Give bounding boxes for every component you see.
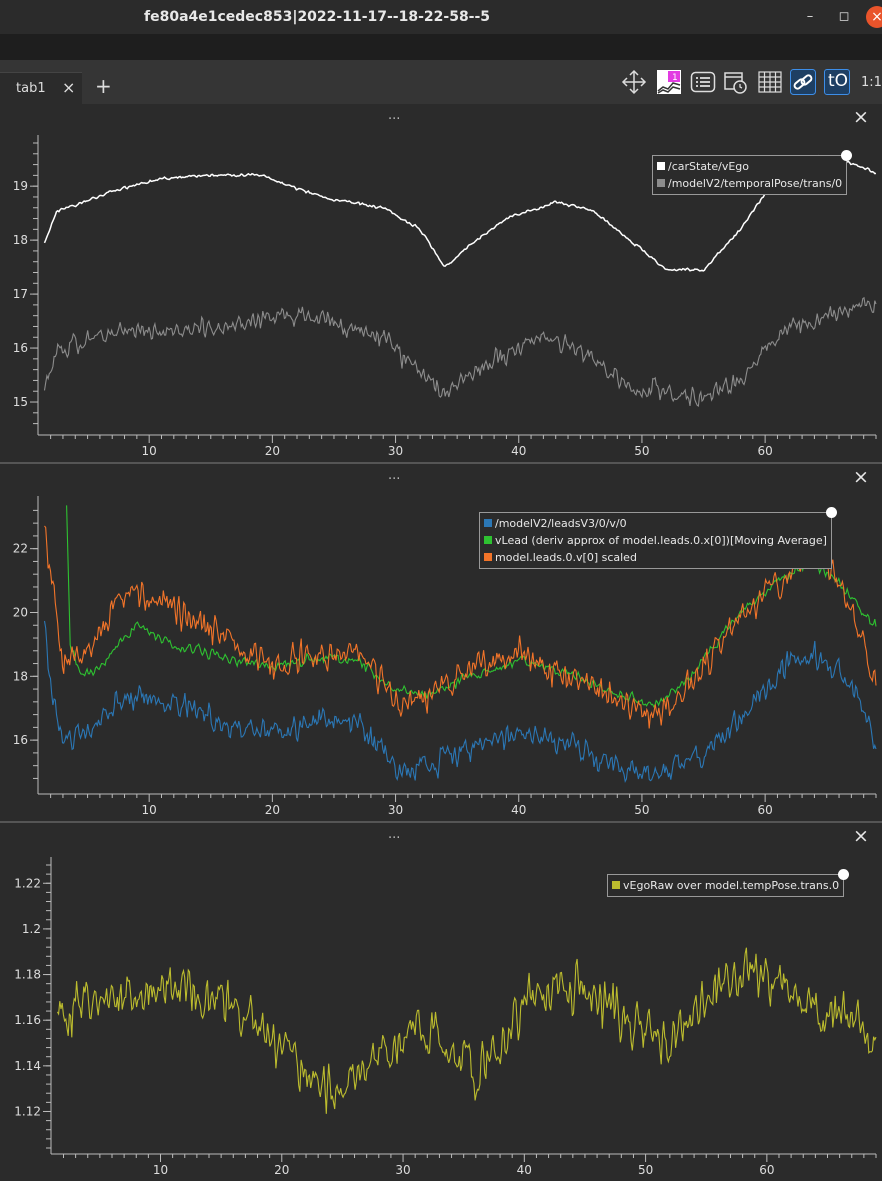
minimize-button[interactable]: – bbox=[806, 9, 814, 24]
plot-separator[interactable] bbox=[0, 821, 882, 823]
legend-swatch bbox=[484, 519, 492, 527]
svg-text:1: 1 bbox=[672, 73, 678, 83]
x-tick-label: 20 bbox=[265, 803, 280, 817]
legend-drag-handle[interactable] bbox=[838, 869, 850, 880]
x-tick-label: 40 bbox=[517, 1163, 532, 1177]
plot-panel-1[interactable]: 10 20 30 40 50 60 15 16 17 18 19 ... × /carState/v… bbox=[0, 104, 882, 462]
time-origin-icon[interactable]: tO bbox=[824, 69, 850, 95]
plot-close-icon[interactable]: × bbox=[853, 106, 869, 128]
tab-label: tab1 bbox=[16, 81, 46, 96]
plot-canvas-3[interactable]: 10 20 30 40 50 60 1.12 1.14 1.16 1.18 1.2 1.22 bbox=[0, 823, 882, 1181]
tab-bar: tab1 × + 1 bbox=[0, 60, 882, 105]
maximize-button[interactable]: ◻ bbox=[838, 9, 850, 24]
tab-tab1[interactable]: tab1 × bbox=[0, 72, 82, 105]
y-tick-label: 1.14 bbox=[14, 1059, 41, 1073]
y-tick-label: 16 bbox=[13, 733, 28, 747]
x-tick-label: 10 bbox=[142, 803, 157, 817]
time-origin-label: tO bbox=[828, 71, 849, 91]
plot-menu-dots[interactable]: ... bbox=[388, 108, 401, 123]
legend-swatch bbox=[484, 553, 492, 561]
x-tick-label: 10 bbox=[142, 444, 157, 458]
x-tick-label: 50 bbox=[634, 444, 649, 458]
legend-item[interactable]: /carState/vEgo bbox=[657, 158, 842, 175]
legend-item[interactable]: vLead (deriv approx of model.leads.0.x[0… bbox=[484, 532, 827, 549]
plot-panel-2[interactable]: 10 20 30 40 50 60 16 18 20 22 ... × /modelV2/lead… bbox=[0, 464, 882, 821]
legend-item[interactable]: model.leads.0.v[0] scaled bbox=[484, 549, 827, 566]
legend-swatch bbox=[612, 881, 620, 889]
y-tick-label: 1.16 bbox=[14, 1013, 41, 1027]
link-icon[interactable] bbox=[790, 69, 816, 95]
calendar-clock-icon[interactable] bbox=[723, 69, 749, 95]
legend-label: /modelV2/temporalPose/trans/0 bbox=[668, 177, 843, 190]
x-tick-label: 50 bbox=[638, 1163, 653, 1177]
x-tick-label: 30 bbox=[388, 444, 403, 458]
legend-item[interactable]: /modelV2/temporalPose/trans/0 bbox=[657, 175, 842, 192]
y-tick-label: 19 bbox=[13, 179, 28, 193]
zoom-label[interactable]: 1:1 bbox=[861, 75, 882, 90]
y-tick-label: 1.2 bbox=[22, 922, 41, 936]
x-tick-label: 30 bbox=[388, 803, 403, 817]
y-tick-label: 1.18 bbox=[14, 968, 41, 982]
ratio-plot-icon[interactable]: 1 bbox=[656, 69, 682, 95]
legend-label: vEgoRaw over model.tempPose.trans.0 bbox=[623, 879, 840, 892]
x-tick-label: 10 bbox=[153, 1163, 168, 1177]
x-tick-label: 30 bbox=[395, 1163, 410, 1177]
plot-close-icon[interactable]: × bbox=[853, 466, 869, 488]
x-tick-label: 20 bbox=[274, 1163, 289, 1177]
y-tick-label: 1.12 bbox=[14, 1104, 41, 1118]
legend-label: /modelV2/leadsV3/0/v/0 bbox=[495, 517, 627, 530]
legend-item[interactable]: vEgoRaw over model.tempPose.trans.0 bbox=[612, 877, 839, 894]
y-tick-label: 20 bbox=[13, 605, 28, 619]
y-tick-label: 17 bbox=[13, 287, 28, 301]
x-tick-label: 60 bbox=[757, 444, 772, 458]
window-titlebar: fe80a4e1cedec853|2022-11-17--18-22-58--5… bbox=[0, 0, 882, 34]
legend-label: model.leads.0.v[0] scaled bbox=[495, 551, 637, 564]
x-tick-label: 20 bbox=[265, 444, 280, 458]
x-tick-label: 60 bbox=[759, 1163, 774, 1177]
series-line bbox=[43, 620, 877, 783]
series-line bbox=[43, 296, 877, 407]
grid-icon[interactable] bbox=[757, 69, 783, 95]
plot-legend[interactable]: /modelV2/leadsV3/0/v/0 vLead (deriv appr… bbox=[479, 507, 837, 569]
plot-close-icon[interactable]: × bbox=[853, 825, 869, 847]
x-tick-label: 50 bbox=[634, 803, 649, 817]
y-tick-label: 18 bbox=[13, 669, 28, 683]
y-tick-label: 18 bbox=[13, 233, 28, 247]
window-close-button[interactable]: × bbox=[866, 6, 882, 28]
series-line bbox=[44, 525, 877, 729]
x-tick-label: 60 bbox=[757, 803, 772, 817]
series-line bbox=[43, 154, 877, 272]
plot-canvas-1[interactable]: 10 20 30 40 50 60 15 16 17 18 19 bbox=[0, 104, 882, 462]
y-tick-label: 1.22 bbox=[14, 876, 41, 890]
x-tick-label: 40 bbox=[511, 444, 526, 458]
legend-swatch bbox=[657, 179, 665, 187]
plot-canvas-2[interactable]: 10 20 30 40 50 60 16 18 20 22 bbox=[0, 464, 882, 821]
legend-swatch bbox=[484, 536, 492, 544]
plot-panel-3[interactable]: 10 20 30 40 50 60 1.12 1.14 1.16 1.18 1.2 1.22 ... … bbox=[0, 823, 882, 1181]
list-icon[interactable] bbox=[690, 69, 716, 95]
add-tab-button[interactable]: + bbox=[95, 74, 112, 98]
menu-bar bbox=[0, 34, 882, 60]
y-tick-label: 16 bbox=[13, 341, 28, 355]
plot-menu-dots[interactable]: ... bbox=[388, 827, 401, 842]
series-line bbox=[56, 947, 877, 1114]
legend-label: vLead (deriv approx of model.leads.0.x[0… bbox=[495, 534, 827, 547]
move-arrows-icon[interactable] bbox=[621, 69, 647, 95]
legend-drag-handle[interactable] bbox=[825, 507, 837, 518]
legend-label: /carState/vEgo bbox=[668, 160, 750, 173]
tab-close-icon[interactable]: × bbox=[62, 78, 76, 97]
y-tick-label: 15 bbox=[13, 395, 28, 409]
legend-swatch bbox=[657, 162, 665, 170]
plot-legend[interactable]: vEgoRaw over model.tempPose.trans.0 bbox=[607, 869, 850, 897]
legend-item[interactable]: /modelV2/leadsV3/0/v/0 bbox=[484, 515, 827, 532]
legend-drag-handle[interactable] bbox=[841, 150, 853, 161]
window-title: fe80a4e1cedec853|2022-11-17--18-22-58--5 bbox=[144, 9, 491, 25]
plot-menu-dots[interactable]: ... bbox=[388, 468, 401, 483]
plot-separator[interactable] bbox=[0, 462, 882, 464]
y-tick-label: 22 bbox=[13, 542, 28, 556]
x-tick-label: 40 bbox=[511, 803, 526, 817]
plot-legend[interactable]: /carState/vEgo /modelV2/temporalPose/tra… bbox=[652, 150, 853, 195]
